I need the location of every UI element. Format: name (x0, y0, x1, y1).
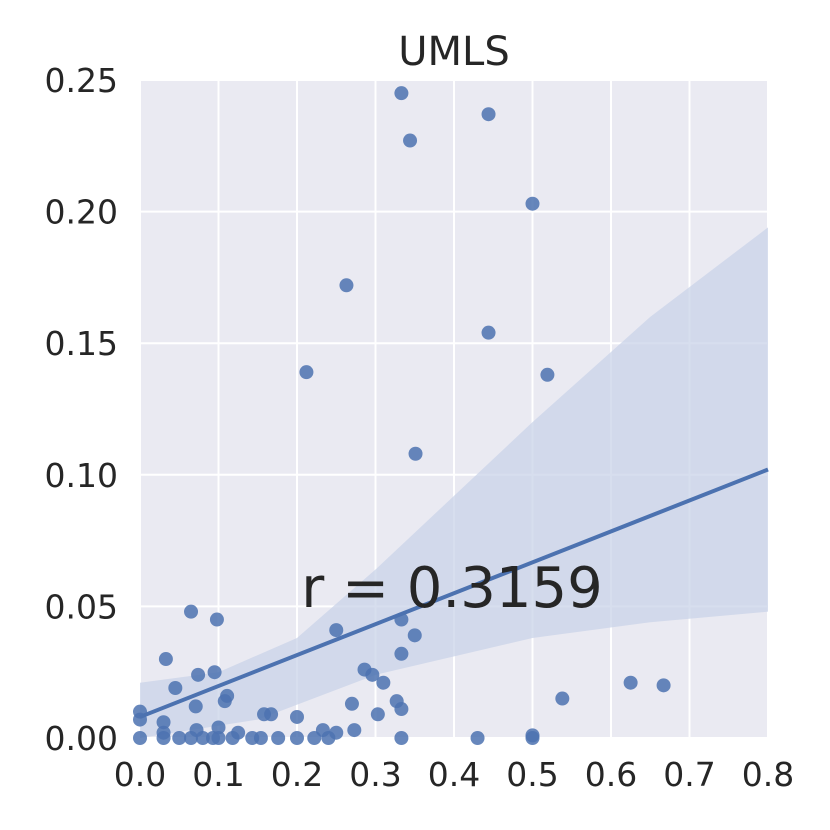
data-point (195, 731, 210, 745)
x-tick-label: 0.0 (114, 755, 166, 794)
data-point (403, 133, 418, 148)
data-point (307, 731, 322, 745)
data-point (209, 612, 224, 627)
data-point (525, 728, 540, 743)
data-point (133, 712, 147, 727)
data-point (344, 696, 359, 711)
data-point (408, 446, 423, 461)
data-point (271, 731, 286, 745)
data-point (184, 731, 199, 745)
data-point (365, 667, 380, 682)
data-point (394, 86, 409, 101)
data-point (339, 278, 354, 293)
data-point (184, 604, 199, 619)
data-point (623, 675, 638, 690)
data-point (156, 715, 171, 730)
data-point (211, 720, 226, 735)
x-tick-label: 0.1 (192, 755, 244, 794)
x-tick-label: 0.7 (663, 755, 715, 794)
x-tick-label: 0.3 (349, 755, 401, 794)
data-point (370, 707, 385, 722)
data-point (407, 628, 422, 643)
data-point (376, 675, 391, 690)
data-point (540, 367, 555, 382)
x-tick-label: 0.2 (271, 755, 323, 794)
data-point (172, 731, 187, 745)
data-point (211, 731, 226, 745)
data-point (191, 667, 206, 682)
y-axis-tick-labels: 0.00 0.05 0.10 0.15 0.20 0.25 (45, 61, 118, 758)
x-axis-tick-labels: 0.0 0.1 0.2 0.3 0.4 0.5 0.6 0.7 0.8 (114, 755, 794, 794)
y-tick-label: 0.05 (45, 587, 118, 626)
data-point (481, 325, 496, 340)
correlation-annotation: r = 0.3159 (301, 556, 603, 621)
data-point (525, 196, 540, 211)
data-point (290, 731, 304, 745)
data-point (394, 702, 409, 717)
data-point (158, 652, 173, 667)
x-tick-label: 0.5 (506, 755, 558, 794)
data-point (394, 646, 409, 661)
data-point (168, 680, 183, 695)
data-point (470, 731, 485, 745)
x-tick-label: 0.6 (585, 755, 637, 794)
data-point (290, 709, 304, 724)
data-point (329, 623, 344, 638)
y-tick-label: 0.15 (45, 324, 118, 363)
data-point (253, 731, 268, 745)
x-tick-label: 0.4 (428, 755, 480, 794)
data-point (133, 731, 147, 745)
data-point (299, 365, 314, 380)
data-point (225, 731, 240, 745)
data-point (347, 723, 362, 738)
data-point (394, 731, 409, 745)
data-points (133, 86, 671, 745)
data-point (481, 107, 496, 122)
data-point (217, 694, 232, 709)
data-point (188, 699, 203, 714)
y-tick-label: 0.00 (45, 719, 118, 758)
y-tick-label: 0.25 (45, 61, 118, 100)
data-point (264, 707, 279, 722)
data-point (394, 612, 409, 627)
data-point (555, 691, 570, 706)
data-point (656, 678, 671, 693)
y-tick-label: 0.10 (45, 456, 118, 495)
x-tick-label: 0.8 (742, 755, 794, 794)
y-tick-label: 0.20 (45, 193, 118, 232)
chart-title: UMLS (398, 29, 509, 75)
data-point (156, 731, 171, 745)
confidence-band (140, 227, 768, 738)
regression-line (139, 467, 769, 719)
data-point (321, 731, 336, 745)
data-point (207, 665, 222, 680)
